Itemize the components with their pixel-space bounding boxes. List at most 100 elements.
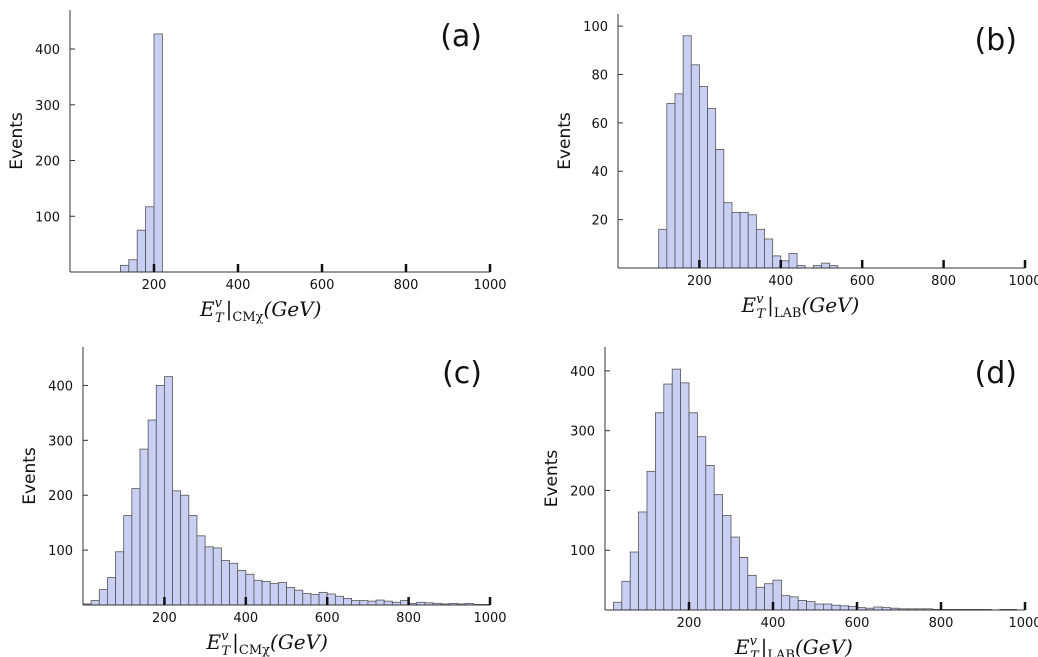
histogram-bar xyxy=(147,419,157,606)
histogram-bar xyxy=(705,464,715,611)
histogram-bar xyxy=(220,560,230,606)
y-tick-label: 200 xyxy=(570,484,595,499)
histogram-bar xyxy=(204,546,214,606)
y-tick-label: 400 xyxy=(48,379,73,394)
y-axis-label: Events xyxy=(542,450,562,508)
histogram-bar xyxy=(120,264,130,273)
x-axis-label-part: (GeV) xyxy=(264,297,322,321)
x-axis-label: Ev T |LAB(GeV) xyxy=(741,292,860,322)
x-axis-label-part: LAB xyxy=(774,306,802,321)
histogram-bar xyxy=(806,601,816,611)
x-tick-label: 1000 xyxy=(473,611,506,626)
histogram-bar xyxy=(139,448,149,606)
x-axis-label-part: LAB xyxy=(767,648,795,657)
histogram-bar xyxy=(680,382,690,611)
x-tick-label: 600 xyxy=(310,278,335,293)
histogram-bar xyxy=(839,605,850,611)
histogram-bar xyxy=(658,228,668,269)
x-axis-label-part: T xyxy=(215,311,225,326)
x-tick-label: 400 xyxy=(768,274,793,289)
histogram-bar xyxy=(663,383,673,611)
histogram-panel: 100 200 300 400 200 400 600 800 1000 (a) Events Ev T… xyxy=(7,10,507,326)
histogram-bar xyxy=(188,515,198,606)
histogram-bar xyxy=(671,368,682,611)
panel-label: (b) xyxy=(975,23,1017,58)
y-tick-label: 100 xyxy=(570,544,595,559)
histogram-bar xyxy=(697,436,707,611)
x-tick-label: 600 xyxy=(315,611,340,626)
histogram-bar xyxy=(163,376,173,606)
x-axis-label: Ev T |LAB(GeV) xyxy=(734,634,853,657)
x-axis-label-part: E xyxy=(206,630,222,654)
histogram-bar xyxy=(797,600,808,611)
histogram-bar xyxy=(131,488,141,606)
y-tick-label: 100 xyxy=(583,20,608,35)
x-axis-label-part: | xyxy=(767,293,774,318)
histogram-bar xyxy=(772,579,782,611)
histogram-bar xyxy=(269,583,279,606)
histogram-bar xyxy=(153,33,163,273)
histogram-bar xyxy=(831,604,841,611)
x-axis-label-part: v xyxy=(750,634,758,649)
histogram-bar xyxy=(723,202,733,269)
x-tick-label: 400 xyxy=(226,278,251,293)
histogram-bar xyxy=(739,557,749,611)
x-axis-label-part: CMχ xyxy=(232,310,263,325)
histogram-bar xyxy=(229,562,239,606)
histogram-bar xyxy=(261,580,271,606)
histogram-bar xyxy=(655,412,665,611)
x-axis-label-part: | xyxy=(232,630,239,655)
histogram-bar xyxy=(755,586,766,611)
histogram-bar xyxy=(123,515,133,606)
x-axis-label-part: T xyxy=(750,649,760,657)
y-tick-label: 100 xyxy=(35,210,60,225)
histogram-bar xyxy=(823,603,833,611)
histogram-bar xyxy=(115,551,125,606)
x-axis-label-part: E xyxy=(734,635,750,657)
histogram-panel: 100 200 300 400 200 400 600 800 1000 (d) Events Ev T… xyxy=(542,347,1038,657)
histogram-bar xyxy=(781,595,791,611)
x-axis-label-part: | xyxy=(226,297,233,322)
panel-label: (c) xyxy=(442,356,482,391)
x-tick-label: 800 xyxy=(931,274,956,289)
y-tick-label: 80 xyxy=(591,68,608,83)
x-tick-label: 800 xyxy=(394,278,419,293)
histogram-bar xyxy=(343,598,353,606)
histogram-bar xyxy=(764,238,774,269)
histogram-bar xyxy=(383,600,393,606)
histogram-bar xyxy=(713,494,724,611)
histogram-bar xyxy=(731,211,741,269)
histogram-bar xyxy=(155,385,165,606)
histogram-bar xyxy=(747,574,757,611)
histogram-bar xyxy=(690,64,700,269)
histogram-bar xyxy=(722,515,732,611)
y-axis-label: Events xyxy=(555,112,575,170)
x-axis-label-part: (GeV) xyxy=(795,635,853,657)
histogram-bar xyxy=(739,211,749,269)
histogram-bar xyxy=(375,599,385,606)
x-tick-label: 1000 xyxy=(1008,616,1038,631)
histogram-bar xyxy=(136,229,146,273)
x-tick-label: 1000 xyxy=(1008,274,1038,289)
x-tick-label: 400 xyxy=(233,611,258,626)
histogram-bar xyxy=(747,214,757,269)
y-tick-label: 200 xyxy=(35,155,60,170)
y-tick-label: 400 xyxy=(570,365,595,380)
y-tick-label: 300 xyxy=(35,99,60,114)
x-axis-label-part: v xyxy=(215,296,223,311)
y-tick-label: 300 xyxy=(570,425,595,440)
x-axis-label-part: (GeV) xyxy=(801,293,859,317)
x-axis-label-part: E xyxy=(741,293,757,317)
histogram-bar xyxy=(682,35,692,269)
x-tick-label: 800 xyxy=(929,616,954,631)
panel-label: (d) xyxy=(975,356,1017,391)
x-axis-label-part: (GeV) xyxy=(270,630,328,654)
histogram-bar xyxy=(821,262,831,269)
x-tick-label: 200 xyxy=(677,616,702,631)
histogram-panel: 20 40 60 80 100 200 400 600 800 1000 (b) Events Ev T |… xyxy=(555,14,1038,322)
histogram-bar xyxy=(180,494,190,606)
histogram-bar xyxy=(294,589,304,606)
histogram-bar xyxy=(621,580,631,611)
histogram-bar xyxy=(848,606,858,611)
x-tick-label: 600 xyxy=(850,274,875,289)
